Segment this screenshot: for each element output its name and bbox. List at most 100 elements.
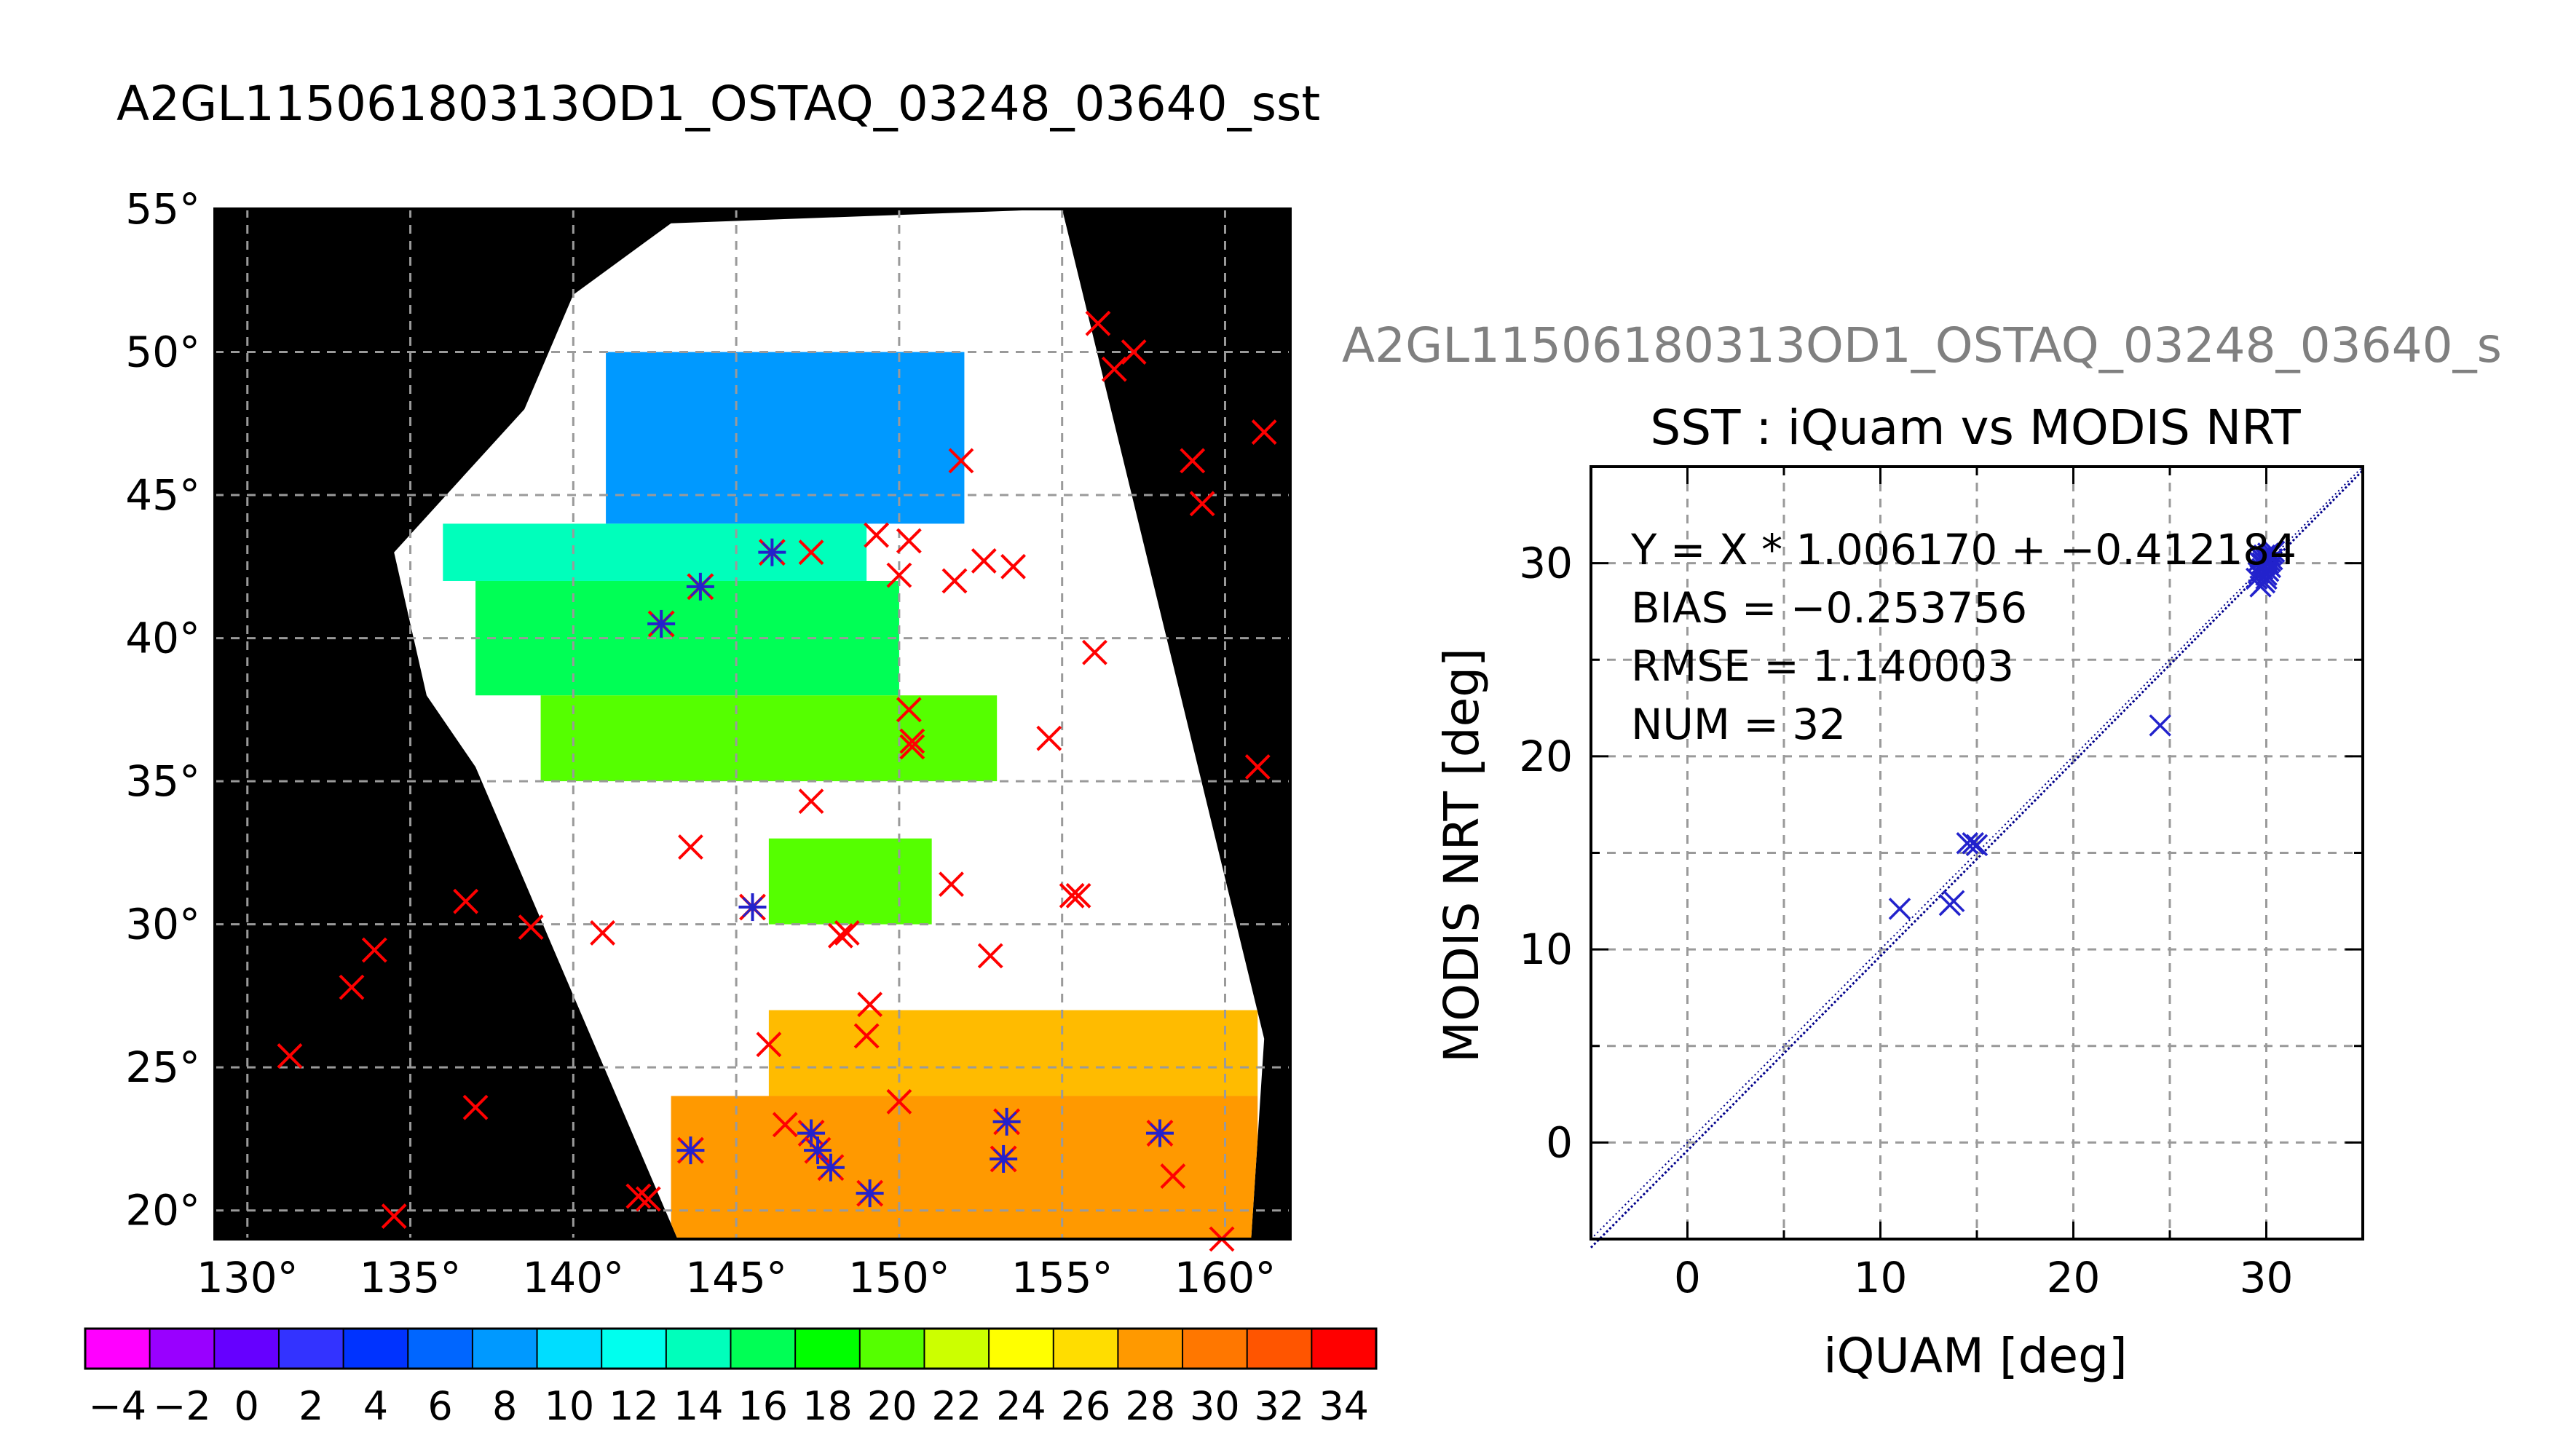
scatter-point xyxy=(1888,898,1911,920)
scatter-point xyxy=(2149,714,2171,737)
scatter-y-tick-label: 20 xyxy=(1519,732,1573,781)
colorbar-segment xyxy=(730,1329,796,1369)
buoy-marker xyxy=(798,539,824,566)
scatter-y-tick-label: 10 xyxy=(1519,925,1573,974)
map-lon-tick-label: 130° xyxy=(197,1253,299,1302)
buoy-marker xyxy=(899,734,925,760)
map-lat-tick-label: 50° xyxy=(125,328,200,377)
sst-region xyxy=(443,523,867,581)
buoy-marker xyxy=(1180,448,1206,474)
scatter-point xyxy=(2253,571,2276,594)
colorbar-tick-label: −2 xyxy=(153,1383,211,1429)
buoy-marker xyxy=(977,943,1003,969)
colorbar: −4 −2 0 2 4 6 8 10 12 14 16 18 20 22 24 26 28 30 32 34 xyxy=(84,1327,1378,1429)
buoy-marker xyxy=(678,834,703,860)
buoy-marker xyxy=(827,922,853,949)
one-to-one-line xyxy=(1590,466,2364,1240)
map-panel: 130° 135° 140° 145° 150° 155° 160° 20° 25° 30° 35°… xyxy=(125,184,1292,1302)
colorbar-segment xyxy=(408,1329,473,1369)
colorbar-tick-label: −4 xyxy=(89,1383,147,1429)
colorbar-tick-label: 6 xyxy=(427,1383,452,1429)
buoy-marker xyxy=(1121,339,1147,365)
scatter-point xyxy=(1956,832,1978,855)
buoy-marker xyxy=(635,1186,661,1212)
buoy-marker xyxy=(1059,882,1085,909)
sst-region xyxy=(768,1010,1258,1096)
colorbar-tick-label: 24 xyxy=(996,1383,1046,1429)
colorbar-tick-label: 32 xyxy=(1255,1383,1305,1429)
buoy-marker xyxy=(939,871,964,898)
colorbar-tick-label: 28 xyxy=(1125,1383,1175,1429)
matchup-marker xyxy=(990,1144,1018,1173)
scatter-y-tick-label: 30 xyxy=(1519,539,1573,588)
scatter-title: SST : iQuam vs MODIS NRT xyxy=(1650,400,2301,456)
colorbar-segment xyxy=(343,1329,408,1369)
buoy-marker xyxy=(834,920,860,946)
scatter-xlabel: iQUAM [deg] xyxy=(1823,1328,2128,1384)
map-lon-tick-label: 135° xyxy=(360,1253,462,1302)
colorbar-segment xyxy=(278,1329,344,1369)
matchup-marker xyxy=(1145,1119,1174,1147)
regression-line xyxy=(1590,470,2364,1249)
matchup-marker xyxy=(686,572,714,601)
colorbar-tick-label: 16 xyxy=(738,1383,788,1429)
scatter-x-tick-label: 30 xyxy=(2240,1253,2294,1302)
colorbar-tick-label: 0 xyxy=(234,1383,258,1429)
map-title: A2GL11506180313OD1_OSTAQ_03248_03640_sst xyxy=(117,76,1320,132)
scatter-point xyxy=(2255,567,2278,590)
colorbar-frame xyxy=(84,1327,1378,1370)
colorbar-segment xyxy=(601,1329,667,1369)
sst-region xyxy=(606,352,965,524)
matchup-markers xyxy=(647,538,1174,1208)
colorbar-tick-label: 14 xyxy=(674,1383,724,1429)
colorbar-segment xyxy=(1247,1329,1312,1369)
buoy-marker xyxy=(1160,1163,1186,1189)
matchup-marker xyxy=(816,1153,845,1182)
buoy-marker xyxy=(1251,419,1277,445)
map-lat-tick-label: 55° xyxy=(125,184,200,234)
buoy-marker xyxy=(772,1112,798,1138)
sst-region xyxy=(671,1096,1258,1239)
map-lon-tick-label: 150° xyxy=(848,1253,950,1302)
buoy-marker xyxy=(1036,725,1062,751)
buoy-marker xyxy=(1085,310,1111,336)
map-lat-tick-label: 40° xyxy=(125,614,200,663)
map-frame xyxy=(213,207,1292,1241)
buoy-marker xyxy=(864,522,889,548)
colorbar-segment xyxy=(537,1329,602,1369)
scatter-stat-line: BIAS = −0.253756 xyxy=(1631,583,2027,633)
buoy-marker xyxy=(886,1088,912,1115)
buoy-marker xyxy=(462,1094,489,1120)
scatter-x-tick-label: 10 xyxy=(1854,1253,1908,1302)
map-lat-tick-label: 25° xyxy=(125,1042,200,1092)
colorbar-segment xyxy=(666,1329,731,1369)
sst-region xyxy=(540,695,998,782)
scatter-point xyxy=(1965,834,1989,857)
scatter-stat-line: RMSE = 1.140003 xyxy=(1631,641,2014,691)
colorbar-tick-label: 20 xyxy=(867,1383,917,1429)
buoy-marker xyxy=(899,728,925,754)
scatter-point xyxy=(2259,550,2282,573)
colorbar-tick-label: 26 xyxy=(1061,1383,1111,1429)
buoy-marker xyxy=(971,548,997,574)
scatter-point xyxy=(1942,890,1965,913)
buoy-marker xyxy=(756,1032,782,1058)
buoy-marker xyxy=(1082,639,1107,665)
matchup-marker xyxy=(647,609,676,638)
scatter-x-tick-label: 0 xyxy=(1674,1253,1701,1302)
buoy-marker xyxy=(1189,491,1215,517)
colorbar-segment xyxy=(1311,1329,1377,1369)
map-lon-tick-label: 155° xyxy=(1011,1253,1113,1302)
scatter-point xyxy=(1962,832,1984,855)
colorbar-segment xyxy=(924,1329,990,1369)
colorbar-tick-label: 2 xyxy=(299,1383,323,1429)
buoy-marker xyxy=(1244,754,1271,780)
colorbar-tick-label: 12 xyxy=(609,1383,659,1429)
scatter-point xyxy=(2253,554,2276,577)
buoy-marker xyxy=(590,920,616,946)
scatter-y-tick-label: 0 xyxy=(1546,1117,1573,1167)
colorbar-segment xyxy=(214,1329,280,1369)
colorbar-segment xyxy=(1053,1329,1118,1369)
scatter-panel: Y = X * 1.006170 + −0.412184 BIAS = −0.25… xyxy=(1519,465,2364,1302)
